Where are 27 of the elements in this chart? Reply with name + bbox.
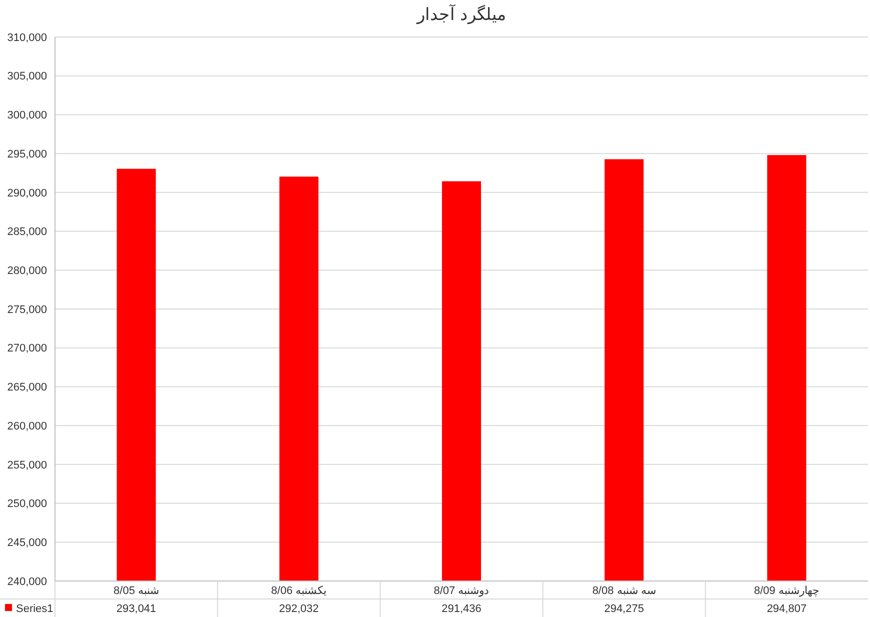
x-tick-label: شنبه 8/05: [114, 585, 160, 597]
y-tick-label: 285,000: [7, 226, 47, 238]
chart-title: میلگرد آجدار: [416, 3, 506, 25]
y-tick-label: 295,000: [7, 148, 47, 160]
data-label: 293,041: [116, 603, 156, 615]
y-tick-label: 265,000: [7, 382, 47, 394]
y-tick-label: 245,000: [7, 536, 47, 549]
y-tick-label: 270,000: [7, 342, 47, 355]
y-tick-label: 310,000: [7, 32, 47, 44]
x-tick-label: یکشنبه 8/06: [271, 585, 327, 597]
y-tick-label: 290,000: [7, 187, 47, 200]
y-tick-label: 300,000: [7, 110, 47, 122]
y-tick-label: 255,000: [7, 459, 47, 472]
y-tick-label: 305,000: [7, 70, 47, 83]
x-tick-label: چهارشنبه 8/09: [754, 585, 820, 597]
x-tick-label: دوشنبه 8/07: [434, 585, 490, 597]
y-tick-label: 240,000: [7, 576, 47, 588]
y-tick-label: 280,000: [7, 264, 47, 277]
y-tick-label: 275,000: [7, 304, 47, 316]
data-label: 291,436: [442, 603, 482, 615]
data-label: 294,275: [604, 603, 644, 615]
y-tick-label: 250,000: [7, 498, 47, 510]
data-label: 292,032: [279, 603, 319, 615]
x-tick-label: سه شنبه 8/08: [592, 585, 656, 597]
data-label: 294,807: [766, 603, 807, 615]
legend-label: Series1: [16, 603, 54, 615]
y-tick-label: 260,000: [7, 420, 47, 432]
